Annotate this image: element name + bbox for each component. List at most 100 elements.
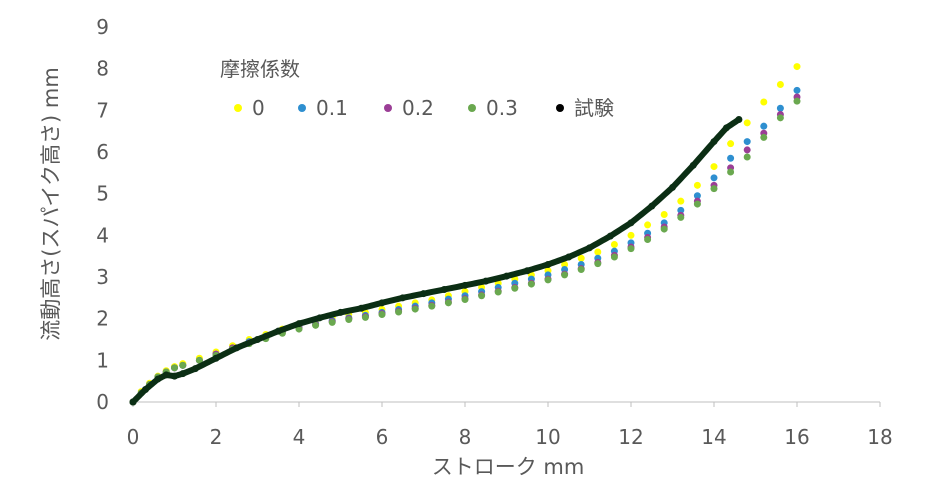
data-point xyxy=(727,154,735,162)
data-point xyxy=(494,288,502,296)
data-point xyxy=(577,266,585,273)
data-point xyxy=(162,371,170,379)
data-point xyxy=(399,294,407,302)
data-point xyxy=(727,168,735,176)
x-tick-label: 14 xyxy=(701,425,726,449)
data-point xyxy=(743,138,751,146)
data-point xyxy=(677,206,685,214)
data-point xyxy=(378,299,386,307)
data-point xyxy=(565,253,573,261)
data-point xyxy=(312,321,320,329)
y-tick-label: 2 xyxy=(96,307,109,331)
data-point xyxy=(544,276,552,284)
data-point xyxy=(689,161,697,169)
legend: 摩擦係数 0 0.1 0.2 0.3 試験 xyxy=(220,57,614,120)
data-point xyxy=(735,116,743,123)
legend-title: 摩擦係数 xyxy=(220,57,300,81)
x-tick-label: 18 xyxy=(867,425,892,449)
data-point xyxy=(693,192,701,200)
data-point xyxy=(760,133,768,141)
data-point xyxy=(776,114,784,122)
data-point xyxy=(461,296,469,303)
data-point xyxy=(710,185,718,193)
legend-label: 0.3 xyxy=(486,96,518,120)
data-point xyxy=(295,320,303,328)
data-point xyxy=(179,361,187,369)
legend-marker xyxy=(468,104,476,112)
y-tick-label: 3 xyxy=(96,265,109,289)
series-line-試験 xyxy=(130,116,742,405)
legend-label: 0.1 xyxy=(316,96,348,120)
data-point xyxy=(648,202,656,210)
y-tick-label: 6 xyxy=(96,140,109,164)
data-point xyxy=(660,211,668,218)
data-point xyxy=(316,314,324,322)
legend-marker xyxy=(234,104,242,112)
series-0.2 xyxy=(129,93,801,406)
data-point xyxy=(627,219,635,227)
data-point xyxy=(644,221,652,229)
data-point xyxy=(760,98,768,106)
data-point xyxy=(776,81,784,88)
x-tick-label: 16 xyxy=(784,425,809,449)
legend-label: 0 xyxy=(252,96,265,120)
x-tick-label: 6 xyxy=(376,425,389,449)
data-point xyxy=(594,248,602,256)
series-0.1 xyxy=(129,86,801,406)
data-point xyxy=(677,213,685,221)
data-point xyxy=(561,261,569,268)
legend-label: 試験 xyxy=(574,96,614,120)
series-0.3 xyxy=(129,97,801,406)
data-point xyxy=(610,241,618,248)
data-point xyxy=(760,122,768,130)
data-point xyxy=(503,272,510,280)
data-point xyxy=(743,153,751,161)
y-axis-title: 流動高さ(スパイク高さ) mm xyxy=(39,67,63,341)
data-point xyxy=(627,231,635,239)
y-tick-label: 1 xyxy=(96,348,109,372)
y-tick-label: 7 xyxy=(96,98,109,122)
x-tick-label: 10 xyxy=(535,425,560,449)
data-point xyxy=(727,140,735,148)
data-point xyxy=(743,146,751,154)
data-point xyxy=(660,225,668,233)
data-point xyxy=(606,232,614,240)
data-point xyxy=(428,302,436,310)
legend-marker xyxy=(384,104,392,112)
data-point xyxy=(461,281,469,289)
data-point xyxy=(233,344,241,352)
series-試験 xyxy=(129,116,743,406)
data-point xyxy=(594,260,602,268)
data-point xyxy=(171,372,178,380)
y-tick-label: 5 xyxy=(96,182,109,206)
legend-marker xyxy=(298,104,306,112)
data-point xyxy=(345,316,353,323)
x-axis-title: ストローク mm xyxy=(432,455,585,479)
data-point xyxy=(212,354,220,362)
x-tick-label: 8 xyxy=(459,425,472,449)
data-point xyxy=(793,86,801,94)
x-tick-label: 12 xyxy=(618,425,643,449)
data-point xyxy=(440,286,448,293)
data-point xyxy=(793,97,801,105)
data-point xyxy=(179,370,187,378)
data-point xyxy=(357,304,365,312)
data-point xyxy=(743,119,751,127)
data-point xyxy=(693,200,701,208)
data-point xyxy=(669,183,676,191)
data-point xyxy=(610,253,618,261)
data-point xyxy=(478,292,486,300)
y-tick-label: 9 xyxy=(96,15,109,39)
data-point xyxy=(195,356,203,364)
data-point xyxy=(693,181,701,189)
legend-label: 0.2 xyxy=(402,96,434,120)
data-point xyxy=(254,336,261,343)
data-point xyxy=(337,308,344,316)
data-point xyxy=(710,138,718,146)
data-point xyxy=(644,236,652,243)
data-point xyxy=(420,290,427,298)
legend-marker xyxy=(556,104,564,112)
